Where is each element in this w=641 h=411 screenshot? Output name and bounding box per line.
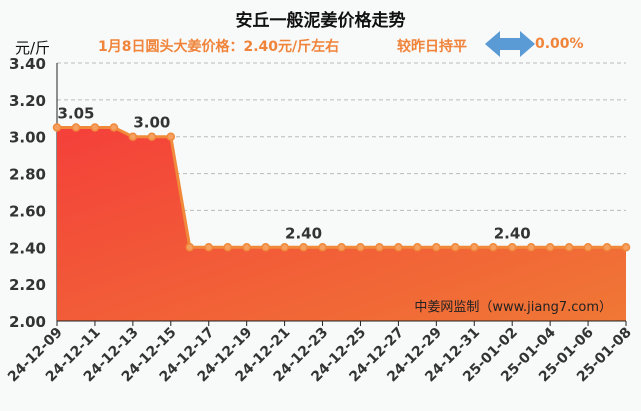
y-tick-label: 3.40 [9,55,46,73]
data-point [337,243,346,252]
y-tick-label: 3.20 [9,92,46,110]
y-tick-label: 2.80 [9,166,46,184]
data-point [526,243,536,252]
y-tick-label: 2.20 [9,276,46,294]
data-point [242,243,251,252]
data-point [488,243,498,252]
data-point [545,243,555,252]
data-point [432,243,441,252]
data-point [223,243,232,252]
y-axis-unit: 元/斤 [15,39,51,57]
data-point [375,243,384,252]
data-point [185,243,195,252]
chart-title: 安丘一般泥姜价格走势 [235,11,406,31]
data-point [602,243,612,252]
data-point [52,123,62,132]
data-point [356,243,365,252]
y-tick-label: 3.00 [9,129,46,147]
comparison-text: 较昨日持平 [397,39,467,55]
area-fill [57,127,626,321]
data-point [318,243,327,252]
data-point [470,243,479,252]
data-point [621,243,631,252]
y-tick-label: 2.40 [9,239,46,257]
change-percent: 0.00% [535,36,584,52]
data-label: 2.40 [285,224,322,242]
data-point [451,243,460,252]
data-label: 2.40 [494,224,531,242]
data-point [109,123,119,132]
data-point [147,132,157,141]
watermark: 中姜网监制（www.jiang7.com） [414,300,612,315]
y-tick-label: 2.60 [9,202,46,220]
price-subtitle: 1月8日圆头大姜价格：2.40元/斤左右 [98,39,340,55]
data-point [413,243,422,252]
data-point [128,132,138,141]
data-point [71,123,81,132]
double-arrow-icon [485,31,535,57]
y-tick-label: 2.00 [9,313,46,331]
data-point [507,243,517,252]
data-point [564,243,574,252]
data-point [166,132,176,141]
data-point [299,243,308,252]
data-point [394,243,403,252]
data-point [261,243,270,252]
data-label: 3.05 [57,105,94,123]
data-label: 3.00 [133,114,170,132]
data-point [280,243,289,252]
data-point [204,243,213,252]
data-point [583,243,593,252]
data-point [90,123,100,132]
